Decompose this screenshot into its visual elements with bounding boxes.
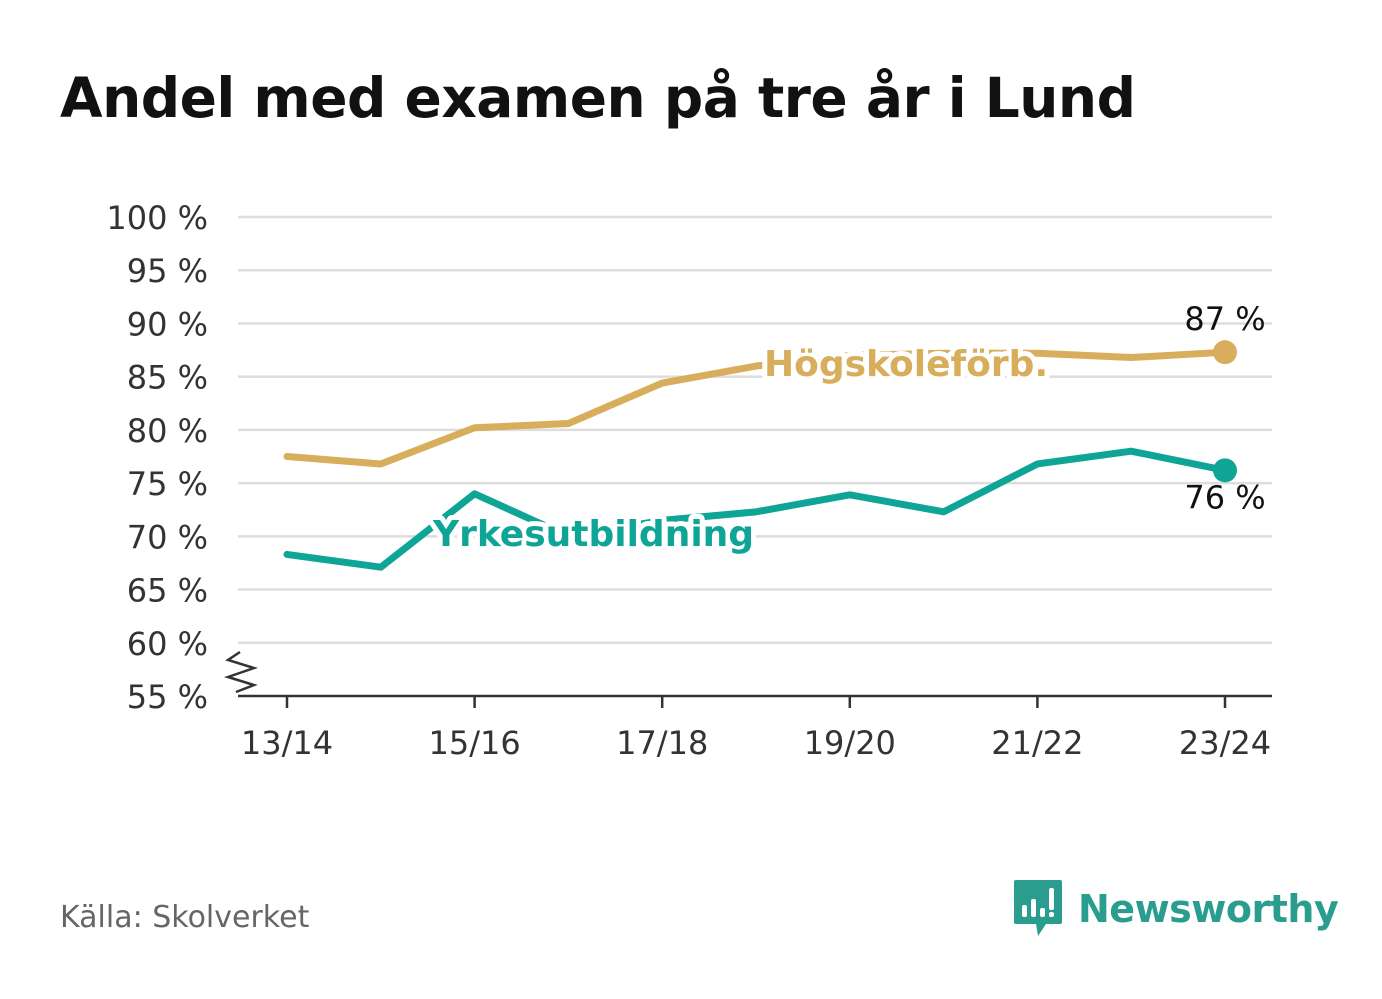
x-tick-label: 17/18 — [616, 724, 708, 762]
y-tick-label: 55 % — [127, 678, 208, 716]
series-name-label: Yrkesutbildning — [432, 514, 754, 555]
y-tick-label: 75 % — [127, 465, 208, 503]
y-tick-label: 90 % — [127, 305, 208, 343]
series-line-hogskole — [283, 348, 1229, 468]
brand-logo[interactable]: Newsworthy — [1012, 878, 1339, 940]
chart-title: Andel med examen på tre år i Lund — [60, 66, 1136, 130]
y-tick-label: 95 % — [127, 252, 208, 290]
series-end-point-yrkes — [1213, 458, 1237, 483]
series-end-point-hogskole — [1213, 340, 1237, 365]
y-tick-label: 60 % — [127, 625, 208, 663]
series-name-halo: Yrkesutbildning — [432, 514, 754, 555]
end-value-label: 87 % — [1184, 300, 1265, 338]
line-chart: 100 % 95 % 90 % 85 % 80 % 75 % 70 % 65 % 60 % 55 … — [106, 199, 1272, 762]
x-tick-label: 15/16 — [428, 724, 520, 762]
series-line-yrkes — [283, 447, 1229, 571]
y-tick-label: 85 % — [127, 359, 208, 397]
series-lines — [283, 340, 1237, 571]
brand-name: Newsworthy — [1078, 887, 1339, 931]
series-labels: Högskoleförb.Högskoleförb.Yrkesutbildnin… — [427, 300, 1266, 560]
grid-lines — [238, 215, 1272, 645]
y-tick-label: 70 % — [127, 518, 208, 556]
x-tick-label: 23/24 — [1179, 724, 1271, 762]
y-axis-ticks: 100 % 95 % 90 % 85 % 80 % 75 % 70 % 65 % 60 % 55 … — [106, 199, 259, 716]
y-tick-label: 100 % — [106, 199, 208, 237]
newsworthy-logo-icon — [1014, 880, 1062, 936]
source-note: Källa: Skolverket — [60, 900, 310, 935]
series-name-label: Högskoleförb. — [764, 344, 1048, 385]
x-axis: 13/14 15/16 17/18 19/20 21/22 23/24 — [238, 694, 1272, 762]
x-tick-label: 13/14 — [241, 724, 333, 762]
series-name-halo: Högskoleförb. — [764, 344, 1048, 385]
x-tick-label: 19/20 — [804, 724, 896, 762]
y-tick-label: 80 % — [127, 412, 208, 450]
end-value-label: 76 % — [1184, 478, 1265, 516]
y-tick-label: 65 % — [127, 572, 208, 610]
axis-break-mark — [223, 650, 259, 694]
x-tick-label: 21/22 — [991, 724, 1083, 762]
